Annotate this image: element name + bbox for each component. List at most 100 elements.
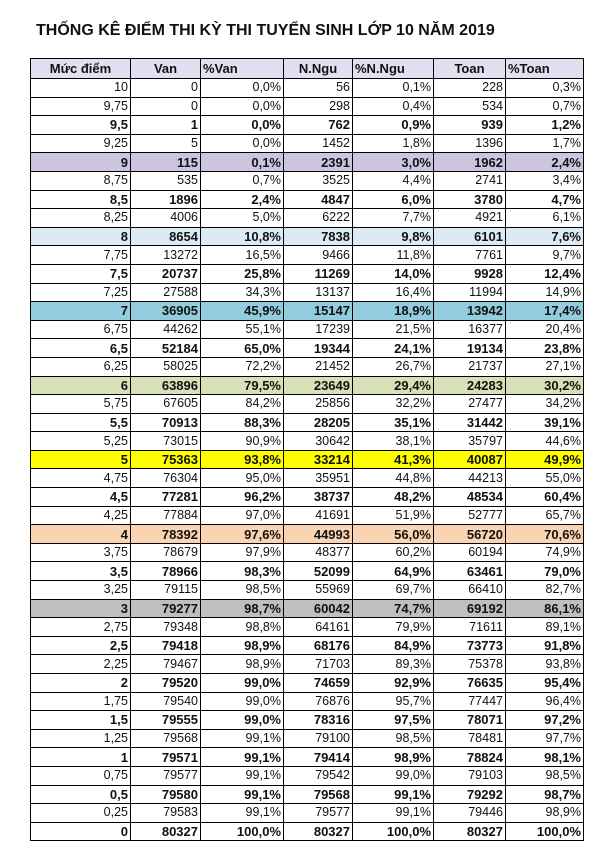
cell-pct-n-ngu: 64,9%: [352, 561, 434, 582]
cell-toan: 69192: [433, 598, 506, 619]
cell-n-ngu: 71703: [283, 654, 353, 674]
cell-van: 79540: [130, 691, 201, 712]
cell-n-ngu: 35951: [283, 468, 353, 489]
cell-n-ngu: 15147: [283, 301, 353, 321]
table-row: 4 78392 97,6% 44993 56,0% 56720 70,6%: [30, 524, 584, 544]
cell-pct-van: 99,1%: [200, 747, 284, 767]
cell-van: 70913: [130, 412, 201, 433]
cell-score-level: 9,5: [30, 115, 131, 135]
cell-pct-n-ngu: 26,7%: [352, 356, 434, 377]
table-row: 4,75 76304 95,0% 35951 44,8% 44213 55,0%: [30, 468, 584, 489]
cell-toan: 78481: [433, 728, 506, 749]
cell-pct-n-ngu: 41,3%: [352, 449, 434, 470]
cell-pct-toan: 3,4%: [505, 170, 584, 191]
table-row: 3,75 78679 97,9% 48377 60,2% 60194 74,9%: [30, 542, 584, 563]
cell-n-ngu: 6222: [283, 208, 353, 228]
cell-n-ngu: 76876: [283, 691, 353, 712]
cell-pct-van: 100,0%: [200, 821, 284, 842]
cell-pct-van: 16,5%: [200, 245, 284, 265]
cell-van: 27588: [130, 282, 201, 303]
cell-toan: 19134: [433, 338, 506, 358]
cell-pct-toan: 98,7%: [505, 784, 584, 805]
cell-n-ngu: 762: [283, 115, 353, 135]
cell-pct-toan: 98,5%: [505, 765, 584, 786]
column-header-score-level: Mức điểm: [30, 58, 131, 79]
cell-van: 79115: [130, 580, 201, 600]
table-row: 4,25 77884 97,0% 41691 51,9% 52777 65,7%: [30, 505, 584, 526]
cell-toan: 63461: [433, 561, 506, 582]
cell-van: 79418: [130, 635, 201, 656]
table-row: 5,75 67605 84,2% 25856 32,2% 27477 34,2%: [30, 394, 584, 414]
cell-score-level: 6,5: [30, 338, 131, 358]
cell-score-level: 3,25: [30, 580, 131, 600]
cell-toan: 3780: [433, 189, 506, 210]
cell-pct-van: 25,8%: [200, 263, 284, 284]
cell-van: 79520: [130, 673, 201, 693]
table-row: 8,5 1896 2,4% 4847 6,0% 3780 4,7%: [30, 189, 584, 210]
cell-score-level: 4,5: [30, 487, 131, 507]
cell-pct-n-ngu: 92,9%: [352, 673, 434, 693]
cell-pct-n-ngu: 99,1%: [352, 784, 434, 805]
cell-score-level: 10: [30, 78, 131, 98]
cell-van: 79568: [130, 728, 201, 749]
cell-toan: 60194: [433, 542, 506, 563]
cell-van: 535: [130, 170, 201, 191]
cell-pct-toan: 98,1%: [505, 747, 584, 767]
cell-pct-toan: 4,7%: [505, 189, 584, 210]
cell-n-ngu: 68176: [283, 635, 353, 656]
cell-n-ngu: 41691: [283, 505, 353, 526]
cell-pct-n-ngu: 0,1%: [352, 78, 434, 98]
table-row: 1,75 79540 99,0% 76876 95,7% 77447 96,4%: [30, 691, 584, 712]
cell-van: 79277: [130, 598, 201, 619]
cell-score-level: 2,75: [30, 617, 131, 637]
cell-n-ngu: 60042: [283, 598, 353, 619]
cell-van: 79555: [130, 710, 201, 730]
cell-pct-n-ngu: 21,5%: [352, 319, 434, 340]
cell-n-ngu: 28205: [283, 412, 353, 433]
table-row: 7,5 20737 25,8% 11269 14,0% 9928 12,4%: [30, 263, 584, 284]
cell-n-ngu: 80327: [283, 821, 353, 842]
table-row: 4,5 77281 96,2% 38737 48,2% 48534 60,4%: [30, 487, 584, 507]
cell-pct-toan: 34,2%: [505, 394, 584, 414]
table-row: 10 0 0,0% 56 0,1% 228 0,3%: [30, 78, 584, 98]
cell-van: 52184: [130, 338, 201, 358]
cell-pct-van: 98,9%: [200, 635, 284, 656]
cell-pct-toan: 100,0%: [505, 821, 584, 842]
cell-van: 20737: [130, 263, 201, 284]
table-row: 5 75363 93,8% 33214 41,3% 40087 49,9%: [30, 449, 584, 470]
cell-toan: 1962: [433, 152, 506, 172]
cell-score-level: 1: [30, 747, 131, 767]
cell-pct-toan: 1,2%: [505, 115, 584, 135]
cell-pct-van: 0,0%: [200, 133, 284, 154]
cell-pct-n-ngu: 98,5%: [352, 728, 434, 749]
cell-van: 63896: [130, 375, 201, 396]
cell-pct-van: 0,0%: [200, 78, 284, 98]
cell-score-level: 0,75: [30, 765, 131, 786]
table-row: 9 115 0,1% 2391 3,0% 1962 2,4%: [30, 152, 584, 172]
cell-van: 77281: [130, 487, 201, 507]
cell-toan: 21737: [433, 356, 506, 377]
table-row: 6,5 52184 65,0% 19344 24,1% 19134 23,8%: [30, 338, 584, 358]
cell-pct-toan: 74,9%: [505, 542, 584, 563]
cell-n-ngu: 44993: [283, 524, 353, 544]
cell-pct-n-ngu: 1,8%: [352, 133, 434, 154]
cell-pct-van: 45,9%: [200, 301, 284, 321]
cell-van: 75363: [130, 449, 201, 470]
cell-pct-toan: 17,4%: [505, 301, 584, 321]
table-row: 6 63896 79,5% 23649 29,4% 24283 30,2%: [30, 375, 584, 396]
table-row: 0,25 79583 99,1% 79577 99,1% 79446 98,9%: [30, 803, 584, 823]
cell-toan: 228: [433, 78, 506, 98]
table-header-row: Mức điểm Van %Van N.Ngu %N.Ngu Toan %Toan: [30, 58, 584, 79]
cell-pct-toan: 79,0%: [505, 561, 584, 582]
cell-van: 73015: [130, 431, 201, 451]
cell-toan: 6101: [433, 226, 506, 247]
cell-pct-van: 97,9%: [200, 542, 284, 563]
cell-toan: 4921: [433, 208, 506, 228]
cell-score-level: 5: [30, 449, 131, 470]
cell-n-ngu: 64161: [283, 617, 353, 637]
cell-toan: 1396: [433, 133, 506, 154]
cell-pct-toan: 9,7%: [505, 245, 584, 265]
cell-van: 13272: [130, 245, 201, 265]
cell-n-ngu: 13137: [283, 282, 353, 303]
cell-pct-toan: 97,2%: [505, 710, 584, 730]
